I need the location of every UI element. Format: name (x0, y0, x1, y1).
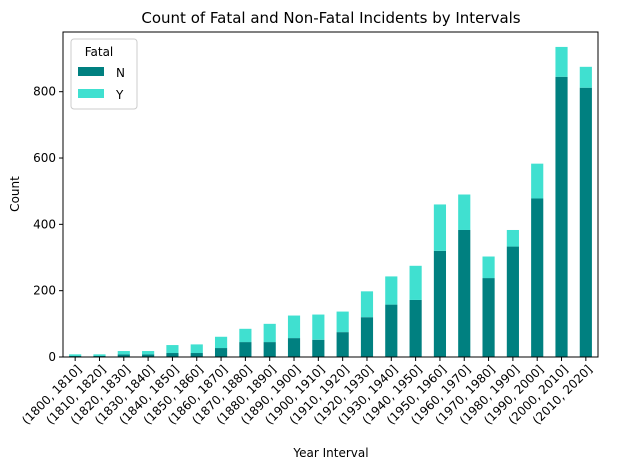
bar-y-20 (555, 46, 568, 77)
bar-n-21 (579, 87, 592, 357)
bar-n-16 (458, 229, 471, 357)
bar-y-21 (579, 66, 592, 88)
y-axis-label: Count (8, 176, 22, 212)
bar-n-15 (433, 250, 447, 357)
bar-n-3 (142, 354, 155, 357)
bar-y-12 (360, 291, 374, 318)
bar-y-9 (287, 315, 301, 339)
bar-y-6 (214, 336, 228, 349)
x-axis-label: Year Interval (292, 446, 368, 460)
bar-n-18 (506, 246, 519, 357)
bar-y-3 (142, 351, 155, 355)
y-tick-label: 400 (33, 217, 56, 231)
legend-label-y: Y (115, 88, 124, 102)
bar-y-19 (531, 163, 544, 199)
bar-n-5 (190, 353, 203, 357)
legend-swatch-n (78, 67, 104, 76)
y-tick-label: 0 (48, 350, 56, 364)
bar-n-11 (336, 332, 349, 357)
bar-y-14 (409, 265, 422, 300)
bar-y-7 (239, 328, 252, 343)
bar-y-16 (458, 194, 471, 230)
legend: Fatal N Y (70, 38, 138, 110)
bar-n-6 (214, 348, 228, 357)
bar-y-18 (506, 229, 519, 247)
bar-y-8 (263, 323, 276, 343)
bar-n-8 (263, 342, 276, 357)
bar-y-11 (336, 311, 349, 333)
bar-n-14 (409, 299, 422, 357)
legend-label-n: N (116, 66, 125, 80)
bar-y-4 (166, 345, 179, 354)
bar-y-5 (190, 344, 203, 354)
y-ticks: 0 200 400 600 800 (33, 85, 63, 364)
bar-n-12 (360, 317, 374, 357)
legend-title: Fatal (85, 45, 114, 59)
bars-layer (69, 46, 592, 357)
plot-frame (62, 31, 599, 358)
bar-n-10 (312, 339, 325, 357)
chart-title: Count of Fatal and Non-Fatal Incidents b… (141, 9, 520, 27)
bar-n-9 (287, 338, 301, 357)
bar-n-20 (555, 76, 568, 357)
bar-y-0 (69, 354, 82, 357)
bar-n-2 (117, 354, 130, 357)
bar-y-10 (312, 314, 325, 340)
legend-swatch-y (78, 89, 104, 98)
y-tick-label: 200 (33, 284, 56, 298)
bar-y-1 (93, 354, 106, 357)
y-tick-label: 800 (33, 85, 56, 99)
bar-n-19 (531, 198, 544, 357)
bar-n-7 (239, 342, 252, 357)
bar-n-13 (385, 304, 398, 357)
bar-y-2 (117, 351, 130, 355)
bar-n-4 (166, 353, 179, 357)
bar-n-17 (482, 278, 495, 357)
bar-y-15 (433, 204, 447, 251)
y-tick-label: 600 (33, 151, 56, 165)
x-ticks: (1800, 1810](1810, 1820](1820, 1830](183… (19, 357, 595, 427)
bar-y-13 (385, 276, 398, 305)
bar-y-17 (482, 256, 495, 279)
